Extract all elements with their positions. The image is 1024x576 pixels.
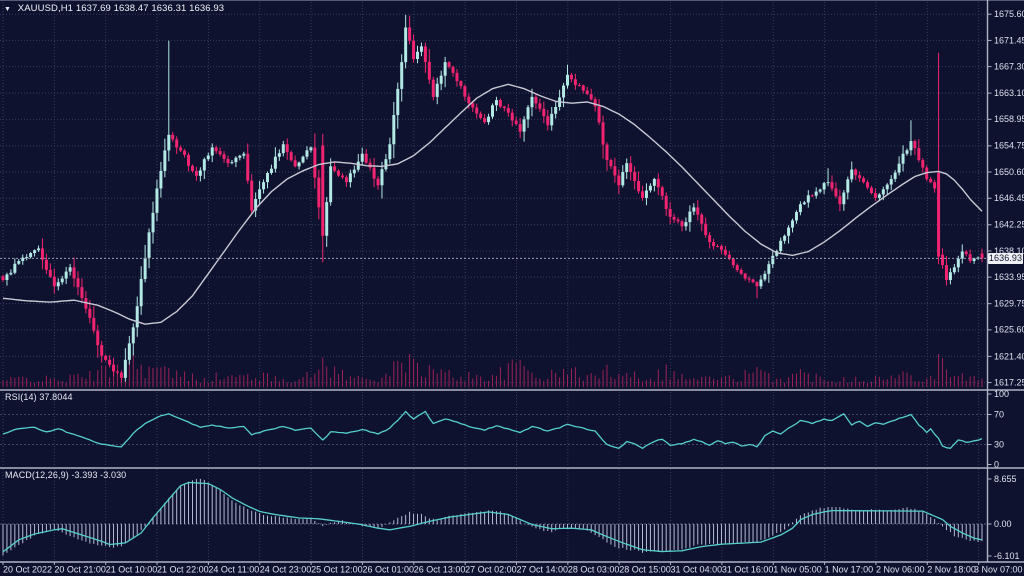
rsi-value: 37.8044 bbox=[39, 392, 73, 402]
time-label: 31 Oct 16:00 bbox=[722, 564, 774, 574]
symbol-dropdown-icon[interactable]: ▼ bbox=[4, 6, 12, 13]
macd-signal-line bbox=[2, 481, 983, 553]
rsi-indicator-label: RSI(14) 37.8044 bbox=[5, 392, 73, 402]
svg-text:100: 100 bbox=[994, 389, 1009, 399]
svg-text:-6.101: -6.101 bbox=[994, 551, 1020, 561]
svg-text:30: 30 bbox=[994, 439, 1004, 449]
time-label: 28 Oct 15:00 bbox=[619, 564, 671, 574]
time-label: 24 Oct 23:00 bbox=[260, 564, 312, 574]
svg-text:0.00: 0.00 bbox=[994, 519, 1012, 529]
svg-text:8.655: 8.655 bbox=[994, 474, 1017, 484]
time-label: 1 Nov 17:00 bbox=[825, 564, 874, 574]
svg-text:1671.45: 1671.45 bbox=[994, 35, 1024, 45]
time-label: 21 Oct 22:00 bbox=[157, 564, 209, 574]
svg-text:1667.30: 1667.30 bbox=[994, 61, 1024, 71]
svg-text:1642.25: 1642.25 bbox=[994, 220, 1024, 230]
time-label: 2 Nov 18:00 bbox=[927, 564, 976, 574]
title-ohlc-values: 1637.69 1638.47 1636.31 1636.93 bbox=[75, 3, 225, 14]
time-axis-labels: 20 Oct 2022 20 Oct 21:00 21 Oct 10:00 21 Oc… bbox=[2, 562, 1023, 574]
macd-indicator-label: MACD(12,26,9) -3.393 -3.030 bbox=[5, 470, 127, 480]
time-label: 24 Oct 11:00 bbox=[208, 564, 259, 574]
symbol-title: XAUUSD,H1 bbox=[17, 3, 74, 14]
svg-text:1629.75: 1629.75 bbox=[994, 299, 1024, 309]
current-price-tag: 1636.93 bbox=[988, 253, 1023, 264]
candles-layer bbox=[1, 14, 984, 383]
time-label: 26 Oct 13:00 bbox=[414, 564, 466, 574]
rsi-line bbox=[2, 410, 983, 450]
time-label: 20 Oct 21:00 bbox=[54, 564, 106, 574]
time-label: 1 Nov 05:00 bbox=[773, 564, 822, 574]
chart-title: ▼ XAUUSD,H1 1637.69 1638.47 1636.31 1636… bbox=[4, 3, 224, 14]
time-label: 3 Nov 07:00 bbox=[974, 564, 1023, 574]
svg-text:1658.95: 1658.95 bbox=[994, 114, 1024, 124]
macd-histogram bbox=[2, 478, 983, 556]
svg-text:70: 70 bbox=[994, 409, 1004, 419]
time-label: 27 Oct 14:00 bbox=[517, 564, 569, 574]
volume-layer bbox=[2, 354, 983, 387]
time-label: 20 Oct 2022 bbox=[3, 564, 52, 574]
svg-text:1617.25: 1617.25 bbox=[994, 377, 1024, 387]
time-label: 21 Oct 10:00 bbox=[106, 564, 158, 574]
svg-text:1663.10: 1663.10 bbox=[994, 88, 1024, 98]
svg-text:1654.75: 1654.75 bbox=[994, 141, 1024, 151]
time-label: 31 Oct 04:00 bbox=[671, 564, 723, 574]
svg-text:1650.60: 1650.60 bbox=[994, 167, 1024, 177]
time-label: 26 Oct 01:00 bbox=[362, 564, 414, 574]
svg-text:1625.60: 1625.60 bbox=[994, 325, 1024, 335]
time-label: 28 Oct 03:00 bbox=[568, 564, 620, 574]
svg-text:1638.10: 1638.10 bbox=[994, 246, 1024, 256]
svg-text:1675.60: 1675.60 bbox=[994, 9, 1024, 19]
moving-average-line bbox=[2, 83, 983, 325]
svg-text:1633.95: 1633.95 bbox=[994, 272, 1024, 282]
macd-values: -3.393 -3.030 bbox=[71, 470, 127, 480]
svg-text:1646.45: 1646.45 bbox=[994, 193, 1024, 203]
svg-text:0: 0 bbox=[994, 459, 999, 469]
price-axis-labels: 1675.60 1671.45 1667.30 1663.10 1658.95 1654.… bbox=[987, 9, 1024, 561]
time-label: 25 Oct 12:00 bbox=[311, 564, 363, 574]
time-label: 2 Nov 06:00 bbox=[876, 564, 925, 574]
grid-layer bbox=[0, 2, 986, 561]
svg-text:1621.40: 1621.40 bbox=[994, 351, 1024, 361]
time-label: 27 Oct 02:00 bbox=[465, 564, 517, 574]
pane-borders bbox=[0, 0, 1024, 563]
